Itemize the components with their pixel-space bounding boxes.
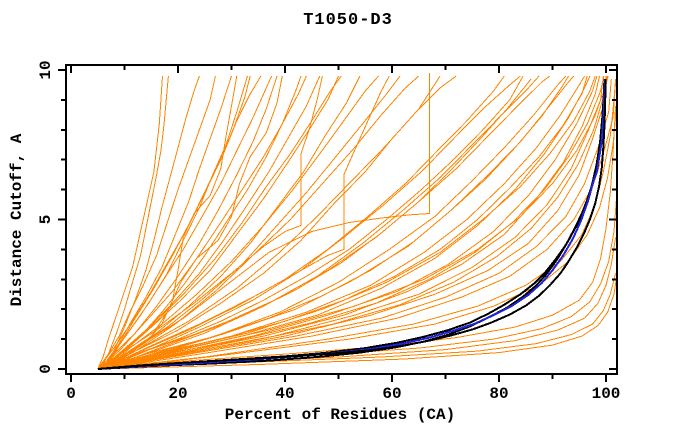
curve-orange [97,75,524,370]
curve-orange [102,75,342,370]
curve-orange [102,75,608,370]
curve-orange [97,75,605,370]
curve-orange [102,75,609,370]
y-tick-label: 10 [37,60,55,79]
curve-orange [105,75,379,370]
curve-orange [103,105,618,370]
x-axis-label: Percent of Residues (CA) [224,406,456,424]
curve-orange [103,81,617,370]
chart-title: T1050-D3 [303,11,393,30]
curve-orange [100,75,307,370]
curve-orange [100,75,598,370]
x-tick-label: 20 [168,385,187,403]
curve-orange [102,75,200,370]
curve-orange [102,75,339,370]
curve-orange [103,75,607,370]
curve-orange [99,75,169,370]
curve-orange [102,75,457,370]
curve-orange [97,78,617,370]
curve-orange [102,75,283,370]
curve-orange [97,75,278,370]
curve-orange [97,75,586,370]
curve-orange [100,75,569,370]
x-tick-label: 100 [592,385,621,403]
curve-black [97,78,607,370]
x-tick-label: 60 [382,385,401,403]
curve-orange [102,75,390,370]
x-tick-label: 80 [489,385,508,403]
curve-orange [100,75,323,370]
curve-orange [100,75,238,370]
curve-orange [100,75,505,370]
curve-orange [97,75,163,370]
curve-orange [97,75,216,370]
curve-orange [102,75,273,370]
curve-orange [102,78,532,370]
curve-orange [100,75,321,370]
curve-orange [102,75,601,370]
curve-orange [100,276,618,370]
curve-orange [102,73,430,370]
y-tick-label: 0 [37,364,55,374]
curve-orange [102,75,521,370]
curve-orange [97,75,596,370]
x-tick-label: 0 [66,385,76,403]
x-tick-label: 40 [275,385,294,403]
curve-orange [97,273,617,370]
curve-orange [97,105,617,370]
y-tick-label: 5 [37,215,55,225]
curve-orange [102,75,420,370]
